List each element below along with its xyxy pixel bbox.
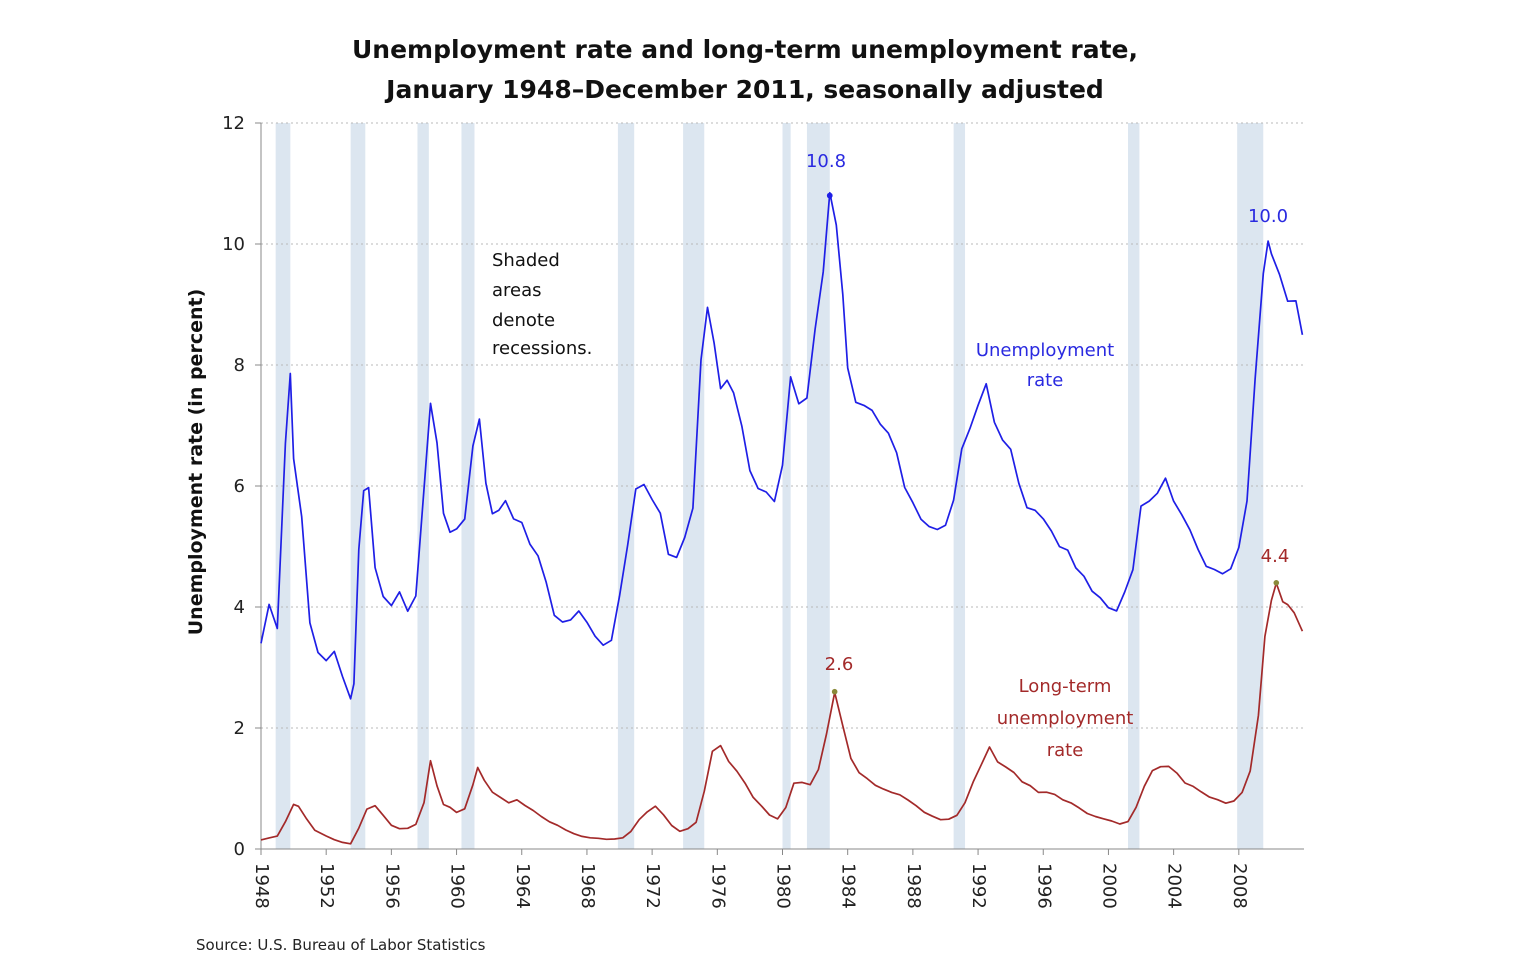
x-tick-label: 1972 (642, 863, 663, 909)
series-label-line: unemployment (997, 708, 1134, 729)
x-tick-label: 1956 (381, 863, 402, 909)
y-tick-label: 4 (234, 597, 245, 618)
y-tick-label: 10 (222, 234, 245, 255)
y-tick-label: 2 (234, 718, 245, 739)
y-tick-label: 0 (234, 839, 245, 860)
recession-band (806, 123, 830, 849)
y-axis-ticks: 0 2 4 6 8 10 12 (222, 113, 261, 860)
peak-marker (831, 688, 838, 695)
chart-title-line2: January 1948–December 2011, seasonally a… (384, 75, 1104, 104)
recession-band (1127, 123, 1140, 849)
recession-band (953, 123, 966, 849)
peak-marker (1273, 580, 1280, 586)
long-term-peak-label-1983: 2.6 (825, 654, 854, 675)
shading-note-line: Shaded (492, 250, 560, 271)
peak-label-2009: 10.0 (1248, 206, 1288, 227)
y-tick-label: 6 (234, 476, 245, 497)
x-tick-label: 1960 (447, 863, 468, 909)
x-tick-label: 2008 (1229, 863, 1250, 909)
long-term-unemployment-line (260, 582, 1304, 845)
chart-title-line1: Unemployment rate and long-term unemploy… (352, 35, 1138, 64)
recession-band (417, 123, 429, 849)
shading-note-line: recessions. (492, 338, 592, 359)
x-tick-label: 2004 (1164, 863, 1185, 909)
x-tick-label: 1952 (316, 863, 337, 909)
series-label-line: Long-term (1019, 676, 1112, 697)
x-tick-label: 2000 (1098, 863, 1119, 909)
y-axis-label: Unemployment rate (in percent) (185, 289, 207, 636)
x-tick-label: 1980 (773, 863, 794, 909)
series-label-line: Unemployment (976, 340, 1114, 361)
gridlines (261, 122, 1304, 729)
x-tick-label: 1988 (903, 863, 924, 909)
long-term-peak-label-2010: 4.4 (1261, 546, 1290, 567)
x-tick-label: 1996 (1033, 863, 1054, 909)
x-tick-label: 1976 (707, 863, 728, 909)
series-label-line: rate (1047, 740, 1084, 761)
y-tick-label: 12 (222, 113, 245, 134)
unemployment-rate-line (260, 191, 1304, 700)
y-tick-label: 8 (234, 355, 245, 376)
x-tick-label: 1984 (838, 863, 859, 909)
peak-label-1982: 10.8 (806, 151, 846, 172)
shading-note-line: areas (492, 280, 542, 301)
peak-marker (826, 192, 833, 199)
x-tick-label: 1964 (512, 863, 533, 909)
series-lines (260, 191, 1304, 845)
shading-note-line: denote (492, 310, 555, 331)
unemployment-series-label: Unemployment rate (976, 340, 1114, 391)
shading-note: Shaded areas denote recessions. (492, 250, 592, 359)
x-axis-ticks: 1948 1952 1956 1960 1964 1968 1972 1976 1980 1984… (251, 849, 1250, 909)
x-tick-label: 1948 (251, 863, 272, 909)
series-label-line: rate (1027, 370, 1064, 391)
x-tick-label: 1968 (577, 863, 598, 909)
source-note: Source: U.S. Bureau of Labor Statistics (196, 936, 486, 954)
x-tick-label: 1992 (968, 863, 989, 909)
long-term-series-label: Long-term unemployment rate (997, 676, 1134, 761)
